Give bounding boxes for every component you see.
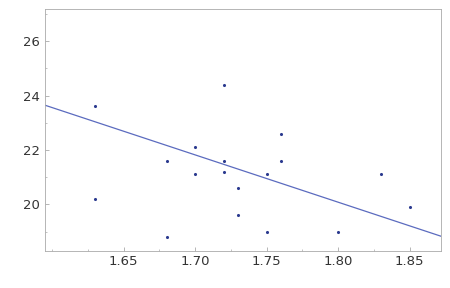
Point — [378, 172, 385, 177]
Point — [277, 131, 284, 136]
Point — [91, 197, 99, 201]
Point — [192, 145, 199, 149]
Point — [334, 229, 342, 234]
Point — [234, 213, 242, 217]
Point — [263, 229, 270, 234]
Point — [234, 186, 242, 190]
Point — [220, 169, 227, 174]
Point — [163, 159, 170, 163]
Point — [220, 159, 227, 163]
Point — [263, 172, 270, 177]
Point — [91, 104, 99, 109]
Point — [406, 205, 413, 209]
Point — [220, 82, 227, 87]
Point — [277, 159, 284, 163]
Point — [163, 235, 170, 239]
Point — [192, 172, 199, 177]
